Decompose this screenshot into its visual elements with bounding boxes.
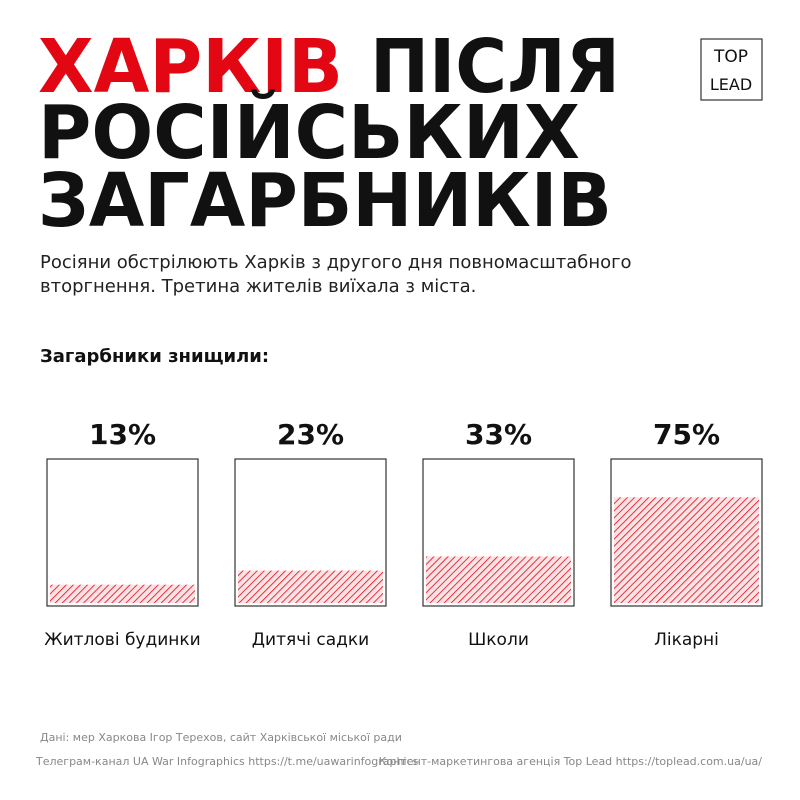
bar <box>614 497 759 603</box>
bar <box>426 556 571 603</box>
category-label: Лікарні <box>654 630 719 650</box>
value-label: 33% <box>465 418 532 451</box>
telegram: Телеграм-канал UA War Infographics https… <box>35 755 419 768</box>
category-label: Школи <box>468 630 529 650</box>
value-label: 75% <box>653 418 720 451</box>
section-label: Загарбники знищили: <box>40 346 269 367</box>
value-label: 23% <box>277 418 344 451</box>
source: Дані: мер Харкова Ігор Терехов, сайт Хар… <box>40 731 402 744</box>
logo-box <box>700 38 763 101</box>
value-label: 13% <box>89 418 156 451</box>
subtitle: вторгнення. Третина жителів виїхала з мі… <box>40 276 476 297</box>
category-label: Житлові будинки <box>44 630 200 650</box>
title-line: ПІСЛЯ <box>370 24 620 110</box>
agency: Контент-маркетингова агенція Top Lead ht… <box>379 755 763 768</box>
bar <box>238 570 383 603</box>
logo-text: LEAD <box>710 75 752 94</box>
title-line: ЗАГАРБНИКІВ <box>38 158 612 244</box>
title-line: РОСІЙСЬКИХ <box>38 88 580 176</box>
logo-text: TOP <box>713 47 748 67</box>
title-highlight: ХАРКІВ <box>38 24 343 110</box>
category-label: Дитячі садки <box>252 630 369 650</box>
bar <box>50 584 195 603</box>
box <box>46 458 199 607</box>
subtitle: Росіяни обстрілюють Харків з другого дня… <box>40 252 632 273</box>
